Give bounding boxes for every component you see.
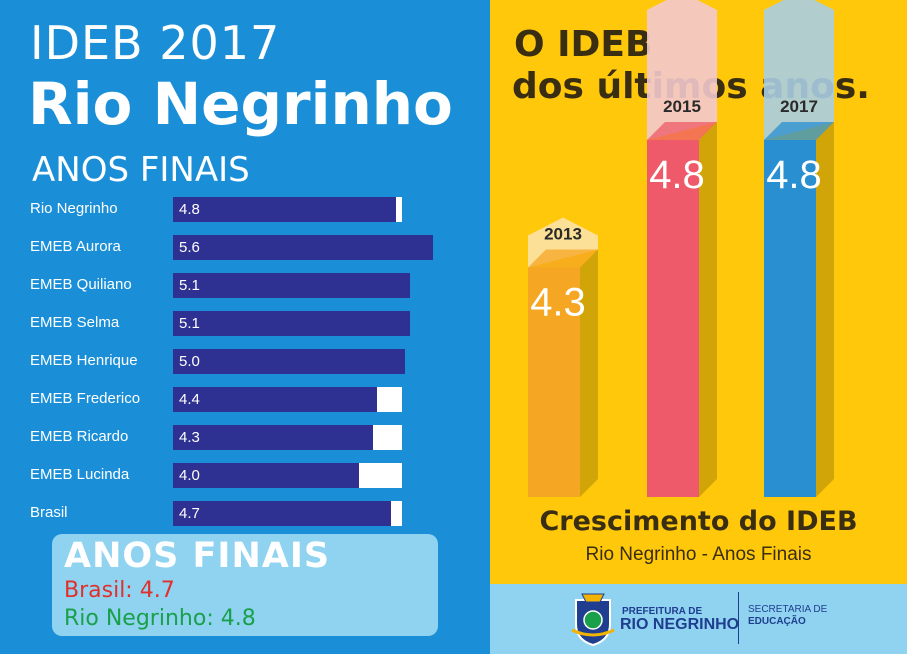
bar-row: EMEB Henrique 5.0: [0, 349, 490, 375]
bar: [173, 463, 359, 488]
column-value-label: 4.8: [649, 153, 705, 197]
bar-category-label: EMEB Ricardo: [30, 428, 129, 445]
column-year-label: 2017: [780, 97, 818, 116]
column-arrow: [764, 0, 834, 140]
bar-value-label: 5.6: [179, 239, 200, 256]
column-year-label: 2013: [544, 225, 582, 244]
left-panel: IDEB 2017 Rio Negrinho ANOS FINAIS Rio N…: [0, 0, 490, 654]
prefeitura-name: RIO NEGRINHO: [620, 616, 740, 633]
summary-brasil: Brasil: 4.7: [64, 578, 175, 603]
city-crest-icon: [571, 593, 615, 646]
bar-track: 5.6: [173, 235, 434, 260]
bar-category-label: EMEB Henrique: [30, 352, 138, 369]
column-bar: [647, 140, 699, 497]
bar-row: EMEB Quiliano 5.1: [0, 273, 490, 299]
footer: PREFEITURA DE RIO NEGRINHO SECRETARIA DE…: [490, 584, 907, 654]
bar-row: EMEB Selma 5.1: [0, 311, 490, 337]
bar: [173, 349, 406, 374]
bar: [173, 425, 373, 450]
bar-category-label: Brasil: [30, 504, 68, 521]
bar-value-label: 4.3: [179, 429, 200, 446]
bar-category-label: EMEB Frederico: [30, 390, 141, 407]
bar-track: 4.4: [173, 387, 402, 412]
bar: [173, 273, 410, 298]
summary-box: ANOS FINAIS Brasil: 4.7 Rio Negrinho: 4.…: [52, 534, 438, 636]
bar-track: 4.8: [173, 197, 402, 222]
right-title-line1: O IDEB: [514, 24, 653, 65]
bar-track: 5.1: [173, 273, 410, 298]
title-ideb-year: IDEB 2017: [30, 16, 281, 70]
bar: [173, 197, 396, 222]
bar-row: EMEB Lucinda 4.0: [0, 463, 490, 489]
bar: [173, 501, 392, 526]
title-city: Rio Negrinho: [28, 70, 453, 138]
bar-row: EMEB Frederico 4.4: [0, 387, 490, 413]
prefeitura-label: PREFEITURA DE: [622, 606, 703, 617]
bar: [173, 311, 410, 336]
column-chart: 2013 4.3 2015 4.8 2017 4.8: [528, 0, 834, 497]
column-bar: [528, 267, 580, 497]
bar-row: Brasil 4.7: [0, 501, 490, 527]
bar-value-label: 4.7: [179, 505, 200, 522]
column-year-label: 2015: [663, 97, 701, 116]
column-arrow: [647, 0, 717, 140]
column-top: [647, 122, 717, 140]
column-bar: [764, 140, 816, 497]
bar-track: 4.0: [173, 463, 402, 488]
column-top: [528, 249, 598, 268]
column-value-label: 4.3: [530, 281, 586, 325]
bar-category-label: EMEB Quiliano: [30, 276, 132, 293]
bar-value-label: 5.1: [179, 315, 200, 332]
bar-value-label: 5.0: [179, 353, 200, 370]
secretaria-label: SECRETARIA DE: [748, 604, 828, 615]
bar-category-label: EMEB Selma: [30, 314, 120, 331]
bar: [173, 387, 378, 412]
bar: [173, 235, 434, 260]
column-side: [580, 249, 598, 497]
bar-value-label: 4.8: [179, 201, 200, 218]
bar-row: EMEB Ricardo 4.3: [0, 425, 490, 451]
bar-category-label: EMEB Lucinda: [30, 466, 130, 483]
chart-subcaption: Rio Negrinho - Anos Finais: [585, 544, 812, 565]
column-top: [764, 122, 834, 140]
bar-track: 4.7: [173, 501, 402, 526]
bar-track: 5.0: [173, 349, 406, 374]
bar-track: 5.1: [173, 311, 410, 336]
bar-value-label: 4.0: [179, 467, 200, 484]
column-side: [699, 122, 717, 497]
chart-caption: Crescimento do IDEB: [539, 506, 858, 537]
bar-value-label: 4.4: [179, 391, 200, 408]
bar-track: 4.3: [173, 425, 402, 450]
secretaria-name: EDUCAÇÃO: [748, 616, 806, 627]
column-value-label: 4.8: [766, 153, 822, 197]
footer-divider: [738, 592, 739, 644]
summary-title: ANOS FINAIS: [64, 536, 331, 576]
bar-category-label: Rio Negrinho: [30, 200, 118, 217]
column-side: [816, 122, 834, 497]
bar-value-label: 5.1: [179, 277, 200, 294]
bar-category-label: EMEB Aurora: [30, 238, 121, 255]
bar-row: Rio Negrinho 4.8: [0, 197, 490, 223]
bar-row: EMEB Aurora 5.6: [0, 235, 490, 261]
section-subtitle: ANOS FINAIS: [32, 150, 250, 190]
summary-rio-negrinho: Rio Negrinho: 4.8: [64, 606, 256, 631]
right-panel: O IDEB dos últimos anos. 20134.320154.82…: [490, 0, 907, 584]
